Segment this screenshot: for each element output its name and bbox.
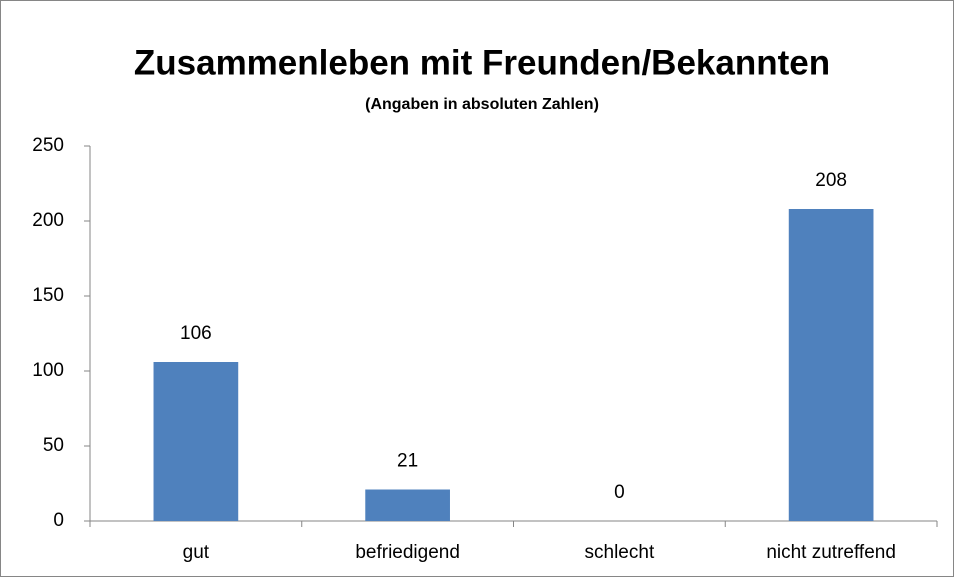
x-tick-label: schlecht xyxy=(585,542,655,563)
y-tick-label: 50 xyxy=(43,435,64,456)
y-tick-label: 200 xyxy=(32,210,64,231)
y-tick-label: 150 xyxy=(32,285,64,306)
bar xyxy=(365,489,450,521)
data-label: 106 xyxy=(180,323,212,344)
bar xyxy=(153,362,239,521)
y-tick-label: 250 xyxy=(32,135,64,156)
data-label: 0 xyxy=(614,482,625,503)
x-tick-label: nicht zutreffend xyxy=(766,542,896,563)
chart-title: Zusammenleben mit Freunden/Bekannten xyxy=(134,43,830,82)
chart-subtitle: (Angaben in absoluten Zahlen) xyxy=(365,96,599,113)
y-tick-label: 100 xyxy=(32,360,64,381)
data-label: 21 xyxy=(397,451,418,472)
x-tick-label: befriedigend xyxy=(355,542,460,563)
bar xyxy=(788,209,874,521)
x-tick-label: gut xyxy=(183,542,210,563)
y-tick-label: 0 xyxy=(53,510,64,531)
data-label: 208 xyxy=(815,170,847,191)
